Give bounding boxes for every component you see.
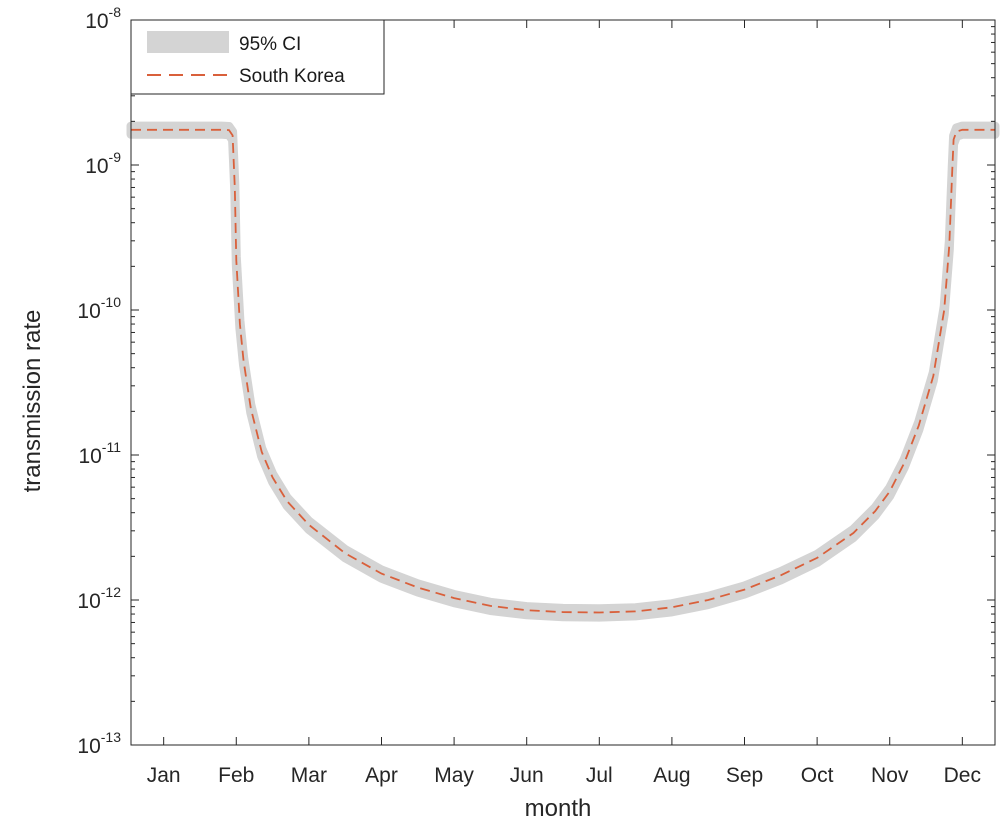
legend-series-label: South Korea [239, 66, 345, 87]
x-tick-label: Jun [510, 764, 544, 787]
y-tick-label: 10-10 [77, 294, 121, 323]
y-tick-label: 10-9 [85, 149, 121, 178]
y-tick-label: 10-12 [77, 584, 121, 613]
x-tick-label: May [434, 764, 474, 787]
series-line-south-korea [131, 128, 995, 614]
plot-background [131, 20, 995, 745]
axes-box [130, 19, 996, 746]
ticks: 10-13 10-12 10-11 10-10 10-9 10-8 Jan Feb Mar Apr… [77, 4, 995, 787]
x-tick-label: Apr [365, 764, 398, 787]
y-tick-label: 10-13 [77, 729, 121, 758]
y-tick-label: 10-8 [85, 4, 121, 33]
x-tick-label: Aug [653, 764, 690, 787]
legend-ci-label: 95% CI [239, 34, 301, 55]
plot-area [131, 20, 995, 745]
series-line-layer [131, 128, 995, 614]
x-tick-label: Dec [944, 764, 981, 787]
x-tick-label: Feb [218, 764, 254, 787]
x-tick-label: Jan [147, 764, 181, 787]
y-tick-label: 10-11 [78, 439, 121, 468]
axes [130, 19, 996, 746]
x-axis-label: month [525, 795, 592, 822]
x-tick-label: Oct [801, 764, 834, 787]
y-axis-label: transmission rate [19, 310, 46, 493]
x-tick-label: Jul [586, 764, 613, 787]
x-tick-label: Sep [726, 764, 763, 787]
x-tick-label: Nov [871, 764, 909, 787]
x-tick-label: Mar [291, 764, 327, 787]
legend-ci-swatch [147, 31, 229, 53]
legend: 95% CI South Korea [130, 19, 385, 95]
